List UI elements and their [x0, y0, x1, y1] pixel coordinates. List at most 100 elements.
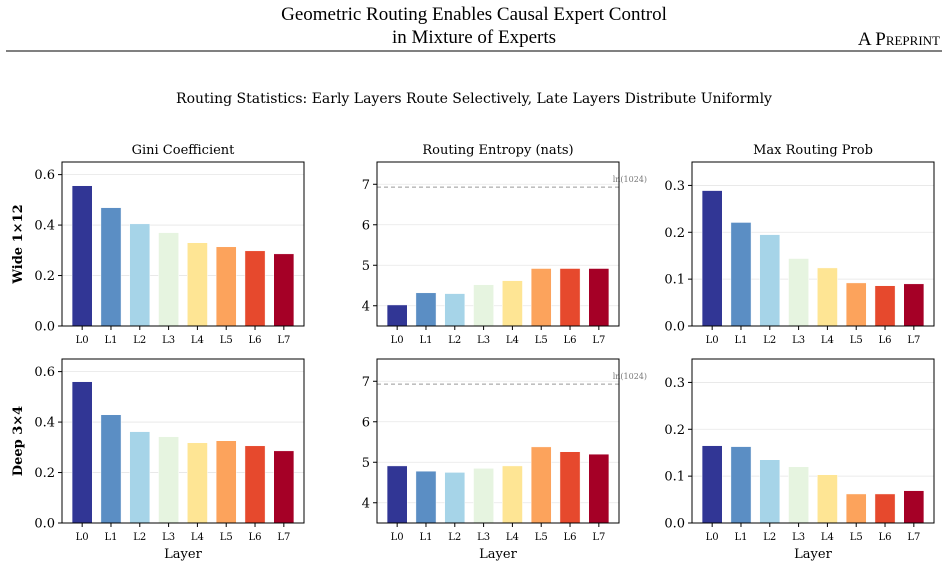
bar [187, 442, 208, 524]
x-tick-label: L1 [734, 335, 747, 346]
x-tick-label: L6 [249, 532, 262, 543]
reference-label: ln(1024) [613, 372, 647, 381]
axes-frame [376, 358, 620, 524]
panel-title: Max Routing Prob [753, 143, 873, 158]
bar [415, 470, 437, 524]
x-tick-label: L0 [706, 335, 719, 346]
bar [473, 468, 494, 524]
bar [415, 292, 437, 327]
bar [701, 445, 723, 524]
x-tick-label: L0 [76, 532, 89, 543]
y-tick-label: 0.4 [34, 219, 55, 234]
x-tick-label: L2 [133, 335, 146, 346]
x-tick-label: L5 [220, 335, 233, 346]
x-tick-label: L4 [821, 532, 834, 543]
bar [71, 381, 93, 524]
bar [386, 465, 408, 524]
x-tick-label: L2 [448, 335, 461, 346]
y-tick-label: 0.6 [34, 168, 55, 183]
y-tick-label: 0.3 [664, 376, 685, 391]
x-tick-label: L3 [792, 532, 805, 543]
x-tick-label: L6 [879, 532, 892, 543]
bar [244, 250, 266, 327]
axes-frame [61, 161, 305, 327]
x-tick-label: L7 [277, 335, 290, 346]
row-label: Deep 3×4 [11, 406, 26, 476]
y-tick-label: 0.2 [664, 226, 685, 241]
bar [502, 280, 523, 327]
bar [100, 414, 122, 524]
paper-title: in Mixture of Experts [392, 27, 556, 48]
x-axis-label: Layer [479, 547, 517, 562]
bar [187, 242, 208, 327]
x-tick-label: L1 [104, 532, 117, 543]
x-tick-label: L3 [792, 335, 805, 346]
y-tick-label: 6 [362, 218, 370, 233]
x-tick-label: L6 [249, 335, 262, 346]
x-tick-label: L0 [76, 335, 89, 346]
bar [100, 207, 122, 327]
x-tick-label: L0 [391, 335, 404, 346]
bar [559, 268, 581, 327]
bar [244, 445, 266, 524]
bar [502, 465, 523, 524]
x-tick-label: L7 [592, 532, 605, 543]
y-tick-label: 4 [362, 299, 370, 314]
y-tick-label: 0.0 [34, 517, 55, 532]
x-tick-label: L5 [850, 532, 863, 543]
x-tick-label: L4 [191, 532, 204, 543]
x-tick-label: L7 [592, 335, 605, 346]
bar [788, 258, 809, 327]
x-axis-label: Layer [164, 547, 202, 562]
x-tick-label: L6 [564, 532, 577, 543]
bar [817, 267, 838, 327]
x-tick-label: L1 [419, 532, 432, 543]
bar [759, 459, 781, 524]
bar [874, 493, 896, 524]
bar [215, 246, 237, 327]
x-tick-label: L5 [535, 335, 548, 346]
bar [129, 223, 151, 327]
bar [845, 282, 867, 327]
axes-frame [61, 358, 305, 524]
bar [701, 190, 723, 327]
x-tick-label: L4 [821, 335, 834, 346]
panel-title: Gini Coefficient [132, 143, 236, 158]
x-tick-label: L7 [277, 532, 290, 543]
figure-title: Routing Statistics: Early Layers Route S… [176, 91, 772, 107]
bar [730, 446, 752, 524]
bar [817, 474, 838, 524]
bar [273, 253, 295, 327]
row-label: Wide 1×12 [11, 204, 26, 284]
y-tick-label: 0.2 [34, 269, 55, 284]
bar [530, 446, 552, 524]
bar [386, 304, 408, 327]
y-tick-label: 0.2 [34, 466, 55, 481]
bar [788, 466, 809, 524]
y-tick-label: 5 [362, 259, 370, 274]
x-tick-label: L2 [133, 532, 146, 543]
x-tick-label: L5 [220, 532, 233, 543]
bar [588, 453, 610, 524]
axes-frame [376, 161, 620, 327]
bar [158, 436, 179, 524]
x-tick-label: L2 [448, 532, 461, 543]
x-tick-label: L1 [419, 335, 432, 346]
y-tick-label: 7 [362, 375, 370, 390]
bar [588, 268, 610, 327]
y-tick-label: 0.1 [664, 273, 685, 288]
bar [874, 285, 896, 327]
x-tick-label: L2 [763, 532, 776, 543]
x-tick-label: L3 [162, 335, 175, 346]
y-tick-label: 0.0 [664, 320, 685, 335]
x-tick-label: L1 [734, 532, 747, 543]
x-tick-label: L1 [104, 335, 117, 346]
x-tick-label: L0 [706, 532, 719, 543]
x-tick-label: L4 [506, 532, 519, 543]
x-tick-label: L3 [162, 532, 175, 543]
x-tick-label: L4 [506, 335, 519, 346]
bar [158, 232, 179, 327]
y-tick-label: 0.6 [34, 365, 55, 380]
bar [903, 490, 925, 524]
panel-title: Routing Entropy (nats) [422, 143, 573, 158]
